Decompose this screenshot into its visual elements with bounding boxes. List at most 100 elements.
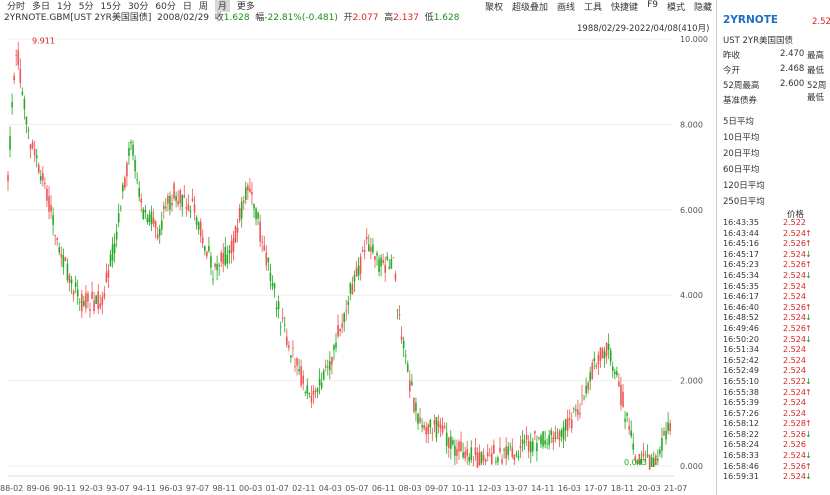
candle-body xyxy=(472,464,475,466)
candle-body xyxy=(460,441,462,452)
candle-body xyxy=(314,390,317,392)
candle-body xyxy=(484,459,487,463)
candle-body xyxy=(169,195,171,210)
range-label[interactable]: 1988/02/29-2022/04/08(410月) xyxy=(577,24,710,34)
x-tick-label: 05-07 xyxy=(345,484,368,493)
tick-price: 2.522 xyxy=(783,376,806,386)
candle-body xyxy=(50,205,52,212)
candle-body xyxy=(550,430,553,435)
candle-body xyxy=(74,282,77,287)
candle-body xyxy=(95,295,97,304)
candle-body xyxy=(421,425,423,428)
date-label: 2008/02/29 xyxy=(157,13,210,23)
period-tab[interactable]: 月 xyxy=(214,0,230,12)
candle-body xyxy=(501,459,503,464)
tool-button[interactable]: 画线 xyxy=(557,3,576,13)
candle-body xyxy=(566,418,569,431)
candle-body xyxy=(48,196,50,212)
candle-body xyxy=(83,300,85,306)
tick-time: 16:45:35 xyxy=(723,281,759,291)
candle-body xyxy=(532,441,534,452)
x-tick-label: 08-03 xyxy=(398,484,421,493)
candle-body xyxy=(634,456,637,461)
candle-body xyxy=(210,256,212,268)
period-tab[interactable]: 30分 xyxy=(127,2,149,12)
candle-body xyxy=(413,398,415,412)
tick-price: 2.524 xyxy=(783,281,806,291)
candle-body xyxy=(160,220,163,230)
candle-body xyxy=(191,198,194,201)
candle-body xyxy=(497,457,499,463)
tool-button[interactable]: 快捷键 xyxy=(611,3,639,13)
x-tick-label: 00-03 xyxy=(239,484,262,493)
arrow-down-icon: ↓ xyxy=(805,429,812,439)
low-label: 低 xyxy=(424,13,434,23)
candle-body xyxy=(130,141,132,144)
tool-button[interactable]: 聚权 xyxy=(484,3,503,13)
candle-body xyxy=(638,453,641,464)
candle-body xyxy=(222,252,225,264)
tick-time: 16:55:10 xyxy=(723,376,759,386)
candle-body xyxy=(642,453,645,457)
candle-body xyxy=(337,324,339,337)
tick-price: 2.524 xyxy=(783,249,806,259)
tick-time: 16:52:42 xyxy=(723,355,759,365)
period-tab[interactable]: 15分 xyxy=(100,2,121,12)
candle-body xyxy=(372,244,374,253)
candle-body xyxy=(70,279,73,284)
tick-time: 16:58:22 xyxy=(723,429,759,439)
candle-body xyxy=(109,254,112,266)
tick-time: 16:58:24 xyxy=(723,440,759,450)
bar-info: 2YRNOTE.GBM[UST 2YR美国国债] 2008/02/29 收1.6… xyxy=(4,10,459,23)
period-tab[interactable]: 周 xyxy=(198,2,208,12)
y-tick-label: 2.000 xyxy=(680,377,703,386)
candle-body xyxy=(560,429,563,437)
tool-button[interactable]: 隐藏 xyxy=(693,3,712,13)
candle-body xyxy=(603,351,606,359)
candle-body xyxy=(527,440,530,452)
price-header: 价格 xyxy=(787,210,805,220)
tick-price: 2.524 xyxy=(783,313,806,323)
candle-body xyxy=(265,252,268,266)
x-tick-label: 16-03 xyxy=(558,484,581,493)
candle-body xyxy=(482,455,485,461)
candle-body xyxy=(404,355,407,357)
candle-body xyxy=(308,392,311,395)
candle-body xyxy=(193,204,196,213)
candle-body xyxy=(429,419,432,428)
tick-price: 2.524 xyxy=(783,366,806,376)
candle-body xyxy=(40,176,42,181)
period-tab[interactable]: 日 xyxy=(182,2,192,12)
period-tab[interactable]: 5分 xyxy=(78,2,94,12)
candle-body xyxy=(452,440,454,445)
tick-price: 2.522 xyxy=(783,218,806,227)
candle-chart[interactable]: 0.000 2.000 4.000 6.000 8.000 10.000 88-02 89-0… xyxy=(0,33,716,495)
period-tab[interactable]: 分时 xyxy=(7,2,26,12)
period-tab[interactable]: 更多 xyxy=(236,2,255,12)
tool-button[interactable]: 超级叠加 xyxy=(512,3,549,13)
period-tab[interactable]: 1分 xyxy=(57,2,72,12)
quote-cell: 2.600 xyxy=(780,79,805,89)
tick-row: 16:49:46 2.526 ↑ xyxy=(723,324,829,335)
candle-body xyxy=(454,445,456,456)
candle-body xyxy=(103,293,106,298)
period-tab[interactable]: 多日 xyxy=(32,2,51,12)
x-tick-label: 93-07 xyxy=(106,484,129,493)
candle-body xyxy=(99,303,102,308)
tool-button[interactable]: F9 xyxy=(647,0,658,10)
candle-body xyxy=(515,454,518,456)
tick-row: 16:58:24 2.526 xyxy=(723,440,829,451)
candle-body xyxy=(300,366,302,386)
tick-time: 16:55:38 xyxy=(723,387,759,397)
candle-body xyxy=(517,455,520,458)
candle-body xyxy=(435,416,438,438)
tool-button[interactable]: 工具 xyxy=(584,3,603,13)
tool-button[interactable]: 模式 xyxy=(666,3,685,13)
candle-body xyxy=(667,422,669,431)
x-tick-label: 88-02 xyxy=(0,484,23,493)
candle-body xyxy=(183,195,186,198)
tick-price: 2.524 xyxy=(783,345,806,355)
candle-body xyxy=(523,441,526,443)
candle-body xyxy=(390,259,393,269)
period-tab[interactable]: 60分 xyxy=(155,2,176,12)
